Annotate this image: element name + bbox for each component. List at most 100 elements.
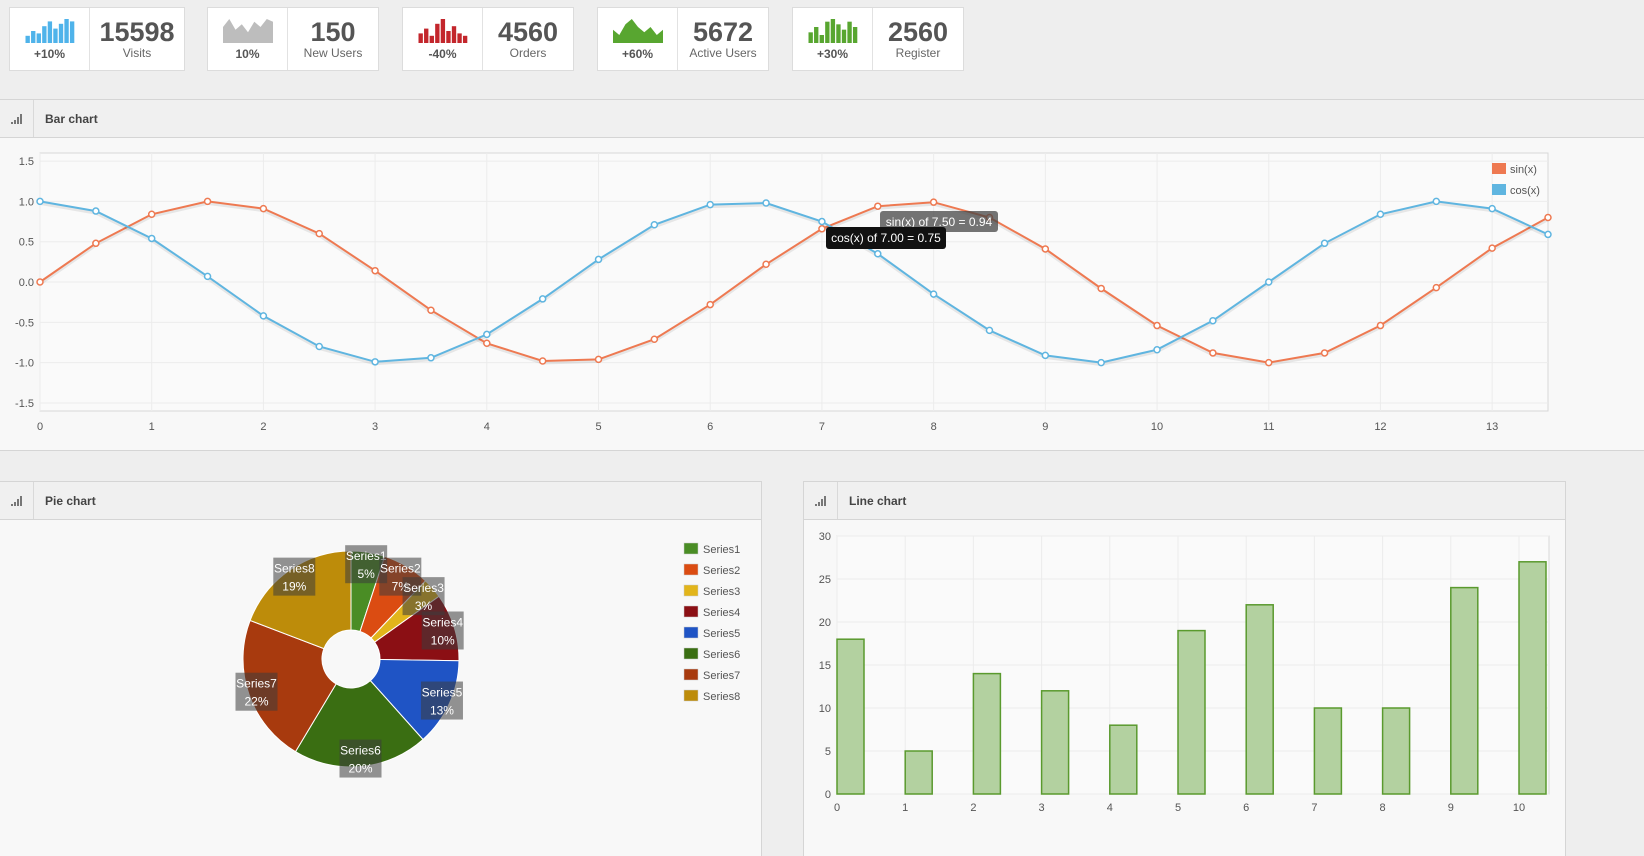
- y-tick-label: 5: [825, 746, 831, 758]
- legend-swatch: [1492, 163, 1506, 174]
- bar-1: [904, 750, 933, 795]
- stat-visits[interactable]: +10% 15598 Visits: [9, 7, 185, 71]
- data-point: [371, 266, 379, 275]
- data-point: [1041, 245, 1050, 253]
- legend-label: Series6: [703, 649, 740, 661]
- stat-value: 15598: [99, 17, 175, 47]
- data-point: [538, 295, 547, 303]
- data-point: [874, 202, 882, 210]
- stat-active-users[interactable]: +60% 5672 Active Users: [597, 7, 769, 71]
- pie-label-box: [421, 611, 464, 650]
- x-tick-label: 6: [707, 421, 713, 433]
- spark-bar: [25, 35, 30, 43]
- bar-chart: 0 5 10 15 20 25 30 0 1 2 3 4 5 6 7 8 9 10: [819, 531, 1550, 814]
- spark-bar: [846, 21, 852, 43]
- data-point: [706, 200, 714, 209]
- pie-slice-Series6: [294, 679, 424, 768]
- pie-label-value: 10%: [431, 633, 455, 647]
- data-point: [929, 198, 938, 206]
- stat-orders[interactable]: -40% 4560 Orders: [402, 7, 574, 71]
- data-point: [1320, 349, 1329, 357]
- data-point: [985, 326, 994, 335]
- panel-title: Bar chart: [45, 111, 98, 126]
- pie-label-name: Series3: [403, 581, 444, 595]
- spark-2: [418, 19, 467, 43]
- pie-label-value: 19%: [282, 580, 306, 594]
- x-tick-label: 4: [1107, 802, 1113, 814]
- signal-bars-icon: [0, 100, 34, 137]
- x-tick-label: 1: [902, 802, 908, 814]
- bar-2: [972, 672, 1002, 795]
- spark-bar: [808, 32, 813, 43]
- active-users-sparkline: +60%: [598, 8, 678, 70]
- pie-label-box: [235, 672, 278, 711]
- panel-title: Line chart: [849, 493, 907, 508]
- spark-area: [222, 19, 273, 43]
- bar-0: [836, 638, 865, 795]
- spark-bar: [835, 24, 841, 43]
- spark-bar: [819, 35, 824, 43]
- bar-10: [1518, 561, 1547, 795]
- stat-label: Visits: [122, 46, 152, 60]
- pie-label-box: [339, 739, 382, 778]
- spark-bar: [41, 26, 47, 43]
- stat-register[interactable]: +30% 2560 Register: [792, 7, 964, 71]
- bar-7: [1313, 707, 1343, 795]
- data-point: [483, 330, 491, 339]
- spark-bar: [451, 26, 456, 43]
- register-sparkline: +30%: [793, 8, 873, 70]
- data-point: [36, 278, 44, 286]
- y-tick-label: -1.5: [15, 398, 34, 410]
- data-point: [1432, 197, 1441, 206]
- series-shadow: [39, 201, 1549, 367]
- legend-swatch: [683, 689, 699, 702]
- legend-label: Series5: [703, 628, 740, 640]
- data-point: [594, 355, 603, 364]
- legend-label: Series1: [703, 544, 740, 556]
- x-tick-label: 12: [1374, 421, 1386, 433]
- spark-bar: [434, 23, 440, 43]
- tooltip-cos-text: cos(x) of 7.00 = 0.75: [831, 231, 941, 245]
- stat-percent: +30%: [816, 47, 849, 61]
- pie-label-box: [420, 681, 463, 720]
- visits-sparkline: +10%: [10, 8, 90, 70]
- y-tick-label: -0.5: [15, 317, 34, 329]
- signal-bars-icon: [804, 482, 838, 519]
- stat-label: Orders: [509, 46, 547, 60]
- spark-bar: [52, 28, 58, 43]
- legend-label: Series4: [703, 607, 740, 619]
- y-tick-label: -1.0: [15, 358, 34, 370]
- line-chart-panel: Line chart 0 5 10 15 20 25 30 0 1 2 3 4 5 6 7 8 9 10: [803, 481, 1566, 856]
- legend-label: cos(x): [1510, 185, 1540, 197]
- spark-3: [612, 19, 663, 43]
- data-point: [1376, 321, 1385, 330]
- spark-bar: [30, 31, 35, 43]
- sin-cos-chart: 1.51.00.50.0-0.5-1.0-1.50 1 2 3 4 5 6 7 8 9 10 11 12…: [15, 152, 1552, 433]
- spark-bar: [841, 29, 846, 43]
- legend-swatch: [683, 626, 699, 639]
- data-point: [1376, 210, 1385, 219]
- x-tick-label: 13: [1486, 421, 1498, 433]
- orders-sparkline: -40%: [403, 8, 483, 70]
- stat-new-users[interactable]: 10% 150 New Users: [207, 7, 379, 71]
- y-tick-label: 0.5: [19, 237, 34, 249]
- legend-swatch: [683, 668, 699, 681]
- spark-bar: [456, 33, 462, 43]
- data-point: [762, 199, 770, 207]
- spark-bar: [47, 21, 52, 43]
- pie-label-name: Series5: [422, 686, 463, 700]
- legend-label: sin(x): [1510, 164, 1537, 176]
- data-point: [1153, 321, 1161, 330]
- bar-5: [1177, 629, 1206, 795]
- spark-0: [25, 19, 74, 43]
- pie-label-name: Series4: [422, 615, 463, 629]
- data-point: [1432, 283, 1441, 292]
- spark-bar: [36, 33, 41, 43]
- legend-label: Series7: [703, 670, 740, 682]
- pie-label-value: 13%: [430, 704, 454, 718]
- series-line-cos(x): [39, 200, 1549, 364]
- x-tick-label: 2: [260, 421, 266, 433]
- data-point: [427, 306, 435, 314]
- data-point: [1488, 244, 1496, 252]
- y-tick-label: 1.5: [19, 156, 34, 168]
